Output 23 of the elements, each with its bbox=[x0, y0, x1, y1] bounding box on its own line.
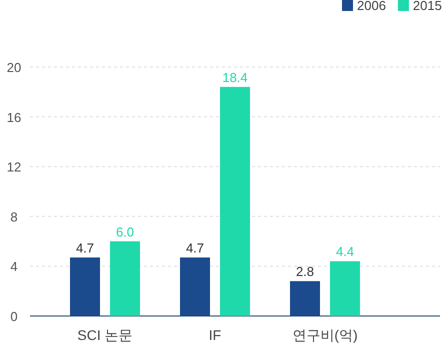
y-tick-label: 20 bbox=[6, 60, 22, 75]
data-label: 4.4 bbox=[336, 244, 354, 260]
bar bbox=[220, 86, 250, 316]
y-tick-label: 12 bbox=[6, 160, 22, 175]
y-tick-label: 0 bbox=[10, 309, 18, 324]
bar bbox=[110, 241, 140, 316]
y-tick-label: 4 bbox=[10, 259, 18, 274]
data-label: 6.0 bbox=[116, 224, 134, 240]
bar bbox=[70, 257, 100, 316]
bar bbox=[290, 281, 320, 316]
data-label: 4.7 bbox=[76, 240, 94, 256]
data-label: 18.4 bbox=[222, 70, 248, 85]
y-tick-label: 16 bbox=[6, 110, 22, 125]
legend-label: 2006 bbox=[357, 0, 386, 13]
bar bbox=[330, 261, 360, 316]
legend-label: 2015 bbox=[412, 0, 442, 13]
x-tick-label: IF bbox=[208, 327, 222, 343]
x-tick-label: 연구비(억) bbox=[292, 327, 358, 343]
data-label: 4.7 bbox=[186, 240, 204, 256]
bar bbox=[180, 257, 210, 316]
x-tick-label: SCI 논문 bbox=[77, 327, 133, 343]
y-tick-label: 8 bbox=[10, 209, 18, 224]
data-label: 2.8 bbox=[296, 264, 314, 280]
